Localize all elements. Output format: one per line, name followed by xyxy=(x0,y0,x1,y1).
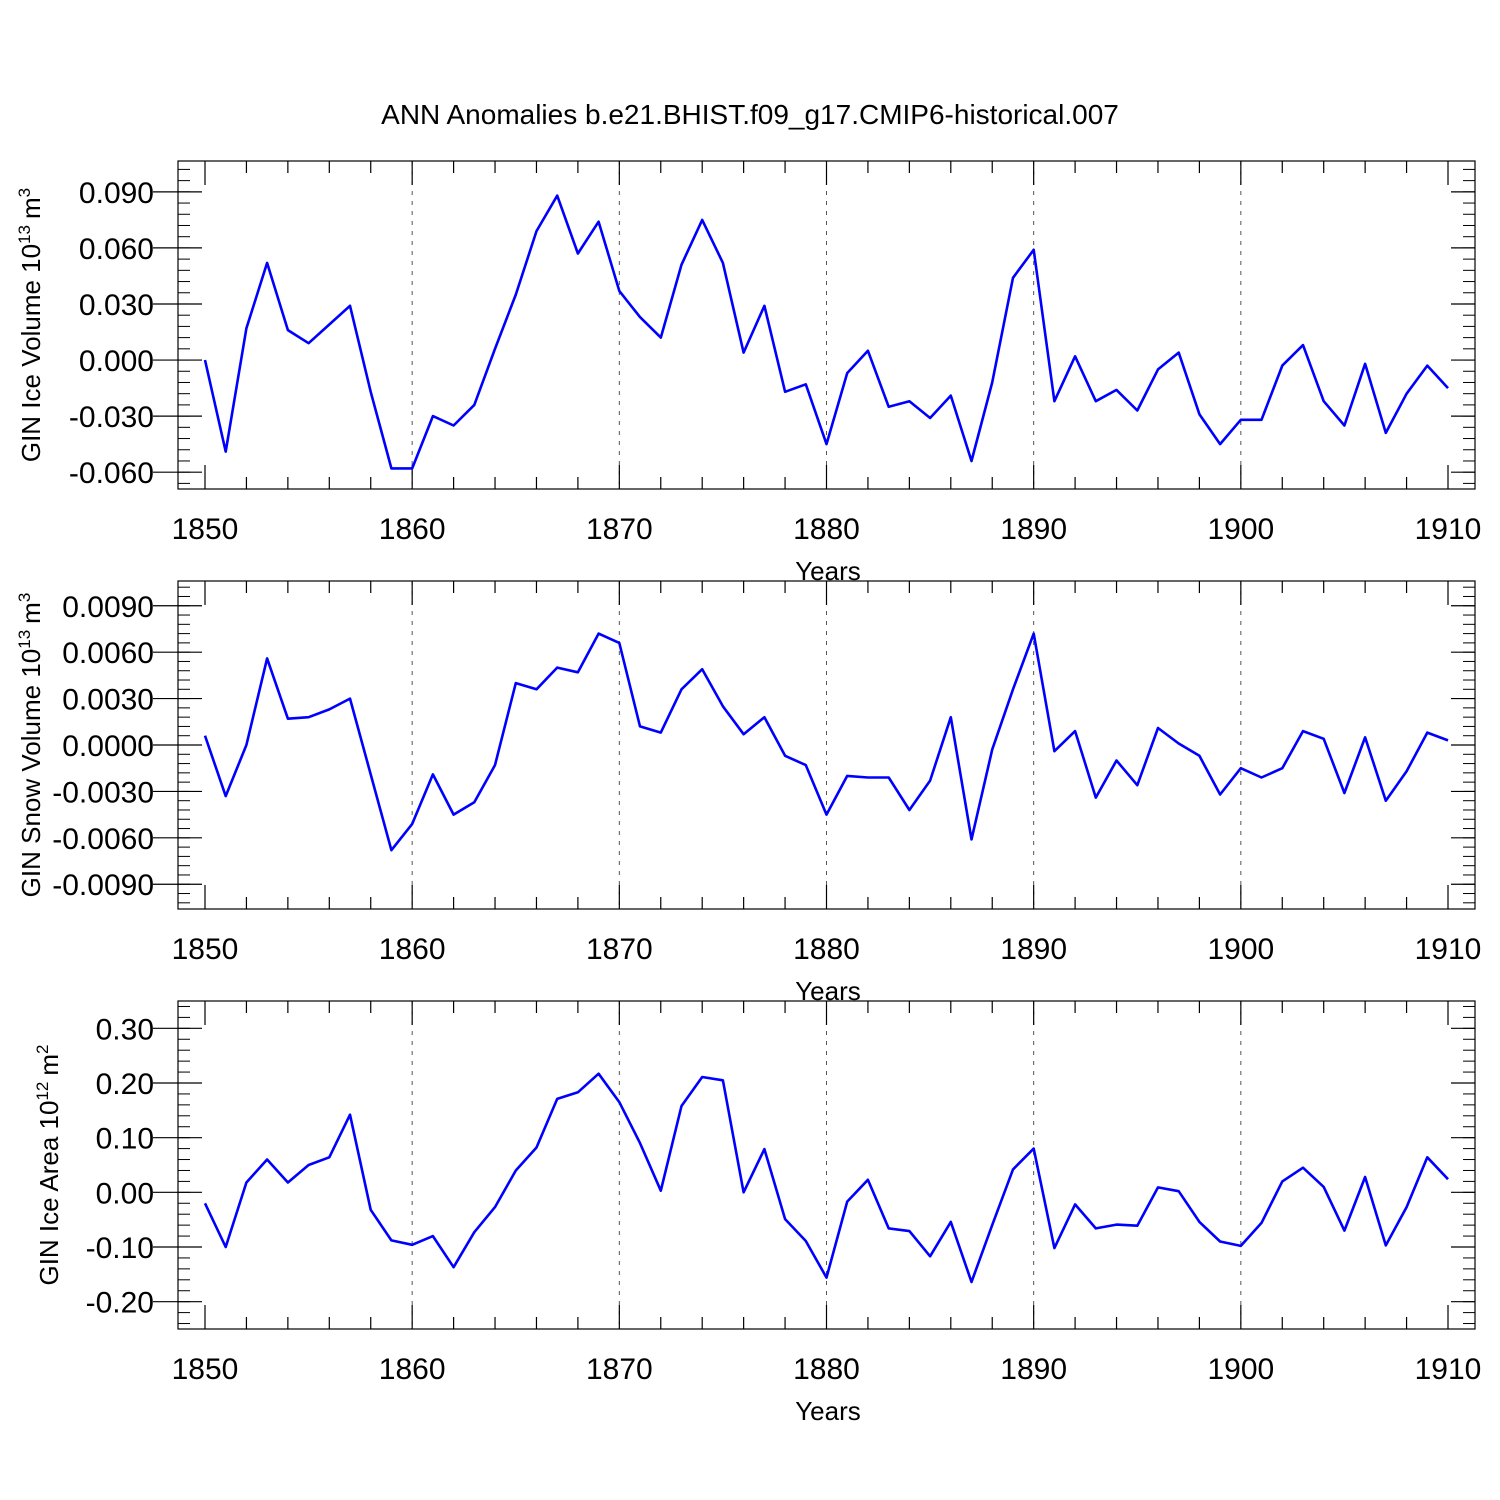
y-axis-label-unit: m xyxy=(16,197,46,219)
y-tick-label: -0.060 xyxy=(69,457,154,490)
chart-panel-2: 1850 1860 1870 1880 1890 1900 1910Years0.00900… xyxy=(15,580,1482,1006)
y-axis-label-text: GIN Ice Area 10 xyxy=(34,1101,64,1286)
x-tick-label: 1870 xyxy=(586,933,653,966)
x-tick-label: 1860 xyxy=(379,933,446,966)
y-axis-label-exponent: 13 xyxy=(15,630,34,649)
x-tick-label: 1870 xyxy=(586,1353,653,1386)
y-axis-label-unit-exponent: 3 xyxy=(15,593,34,602)
x-tick-label: 1850 xyxy=(172,513,239,546)
chart-panel-1: 1850 1860 1870 1880 1890 1900 1910Years0.0900.… xyxy=(15,160,1482,586)
y-axis-label-unit-exponent: 3 xyxy=(15,188,34,197)
y-axis-label: GIN Ice Area 1012 m2 xyxy=(33,1044,64,1285)
y-tick-label: -0.0090 xyxy=(52,869,154,902)
x-tick-label: 1900 xyxy=(1207,1353,1274,1386)
x-tick-label: 1890 xyxy=(1000,1353,1067,1386)
figure-title: ANN Anomalies b.e21.BHIST.f09_g17.CMIP6-… xyxy=(381,99,1119,130)
y-tick-label: 0.00 xyxy=(96,1177,154,1210)
x-tick-label: 1900 xyxy=(1207,513,1274,546)
y-tick-label: 0.10 xyxy=(96,1123,154,1156)
x-tick-label: 1910 xyxy=(1415,1353,1482,1386)
y-axis-label: GIN Snow Volume 1013 m3 xyxy=(15,593,46,898)
y-axis-label-text: GIN Snow Volume 10 xyxy=(16,649,46,898)
y-tick-label: 0.0030 xyxy=(62,684,154,717)
y-tick-label: -0.20 xyxy=(86,1287,154,1320)
x-tick-label: 1880 xyxy=(793,513,860,546)
series-line xyxy=(203,194,1449,470)
y-tick-label: -0.0060 xyxy=(52,823,154,856)
series-line xyxy=(203,1072,1449,1284)
x-tick-label: 1850 xyxy=(172,1353,239,1386)
y-axis-label: GIN Ice Volume 1013 m3 xyxy=(15,188,46,462)
y-tick-label: 0.060 xyxy=(79,233,154,266)
y-tick-label: 0.30 xyxy=(96,1013,154,1046)
y-axis-label-exponent: 12 xyxy=(33,1082,52,1101)
y-tick-label: 0.0060 xyxy=(62,637,154,670)
x-tick-label: 1880 xyxy=(793,933,860,966)
x-tick-label: 1860 xyxy=(379,513,446,546)
x-tick-label: 1880 xyxy=(793,1353,860,1386)
x-axis-label: Years xyxy=(795,1396,861,1426)
x-tick-label: 1910 xyxy=(1415,933,1482,966)
y-tick-label: -0.030 xyxy=(69,401,154,434)
y-axis-label-exponent: 13 xyxy=(15,225,34,244)
y-tick-label: 0.090 xyxy=(79,177,154,210)
x-tick-label: 1850 xyxy=(172,933,239,966)
x-tick-label: 1890 xyxy=(1000,933,1067,966)
y-axis-label-unit-exponent: 2 xyxy=(33,1044,52,1053)
y-axis-label-unit: m xyxy=(16,602,46,624)
y-tick-label: 0.030 xyxy=(79,289,154,322)
y-tick-label: 0.0000 xyxy=(62,730,154,763)
y-tick-label: -0.10 xyxy=(86,1232,154,1265)
y-tick-label: 0.0090 xyxy=(62,591,154,624)
x-tick-label: 1890 xyxy=(1000,513,1067,546)
y-axis-label-unit: m xyxy=(34,1054,64,1076)
x-tick-label: 1900 xyxy=(1207,933,1274,966)
y-tick-label: -0.0030 xyxy=(52,776,154,809)
series-line xyxy=(203,632,1449,852)
y-tick-label: 0.000 xyxy=(79,345,154,378)
x-tick-label: 1870 xyxy=(586,513,653,546)
y-tick-label: 0.20 xyxy=(96,1068,154,1101)
chart-panel-3: 1850 1860 1870 1880 1890 1900 1910 Years 0.30 0.2… xyxy=(33,1000,1482,1426)
x-tick-label: 1860 xyxy=(379,1353,446,1386)
y-axis-label-text: GIN Ice Volume 10 xyxy=(16,244,46,462)
x-tick-label: 1910 xyxy=(1415,513,1482,546)
